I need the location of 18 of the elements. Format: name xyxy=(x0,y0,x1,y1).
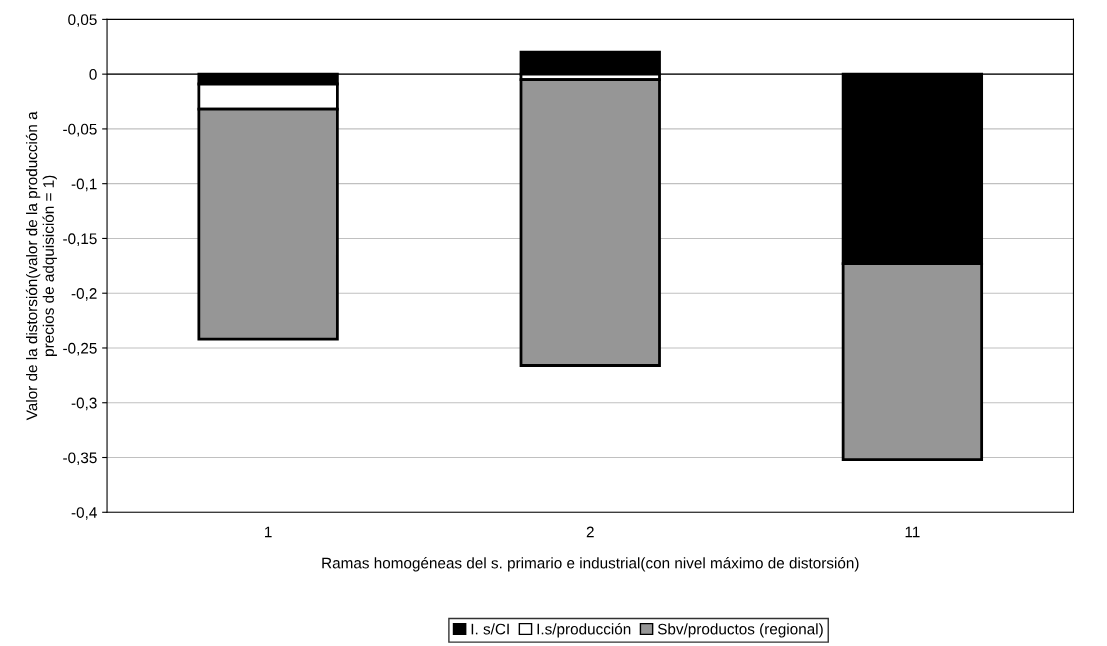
x-tick-label: 11 xyxy=(905,526,920,538)
x-axis-title: Ramas homogéneas del s. primario e industrial(con nivel máximo de distorsión) xyxy=(322,557,859,572)
y-tick-label: -0,3 xyxy=(71,397,97,411)
y-tick-label: -0,05 xyxy=(63,123,97,137)
y-tick-label: -0,2 xyxy=(71,288,97,301)
y-tick-label: -0,35 xyxy=(63,452,97,465)
y-tick-label: -0,25 xyxy=(63,342,97,356)
y-tick-label: 0 xyxy=(89,69,97,80)
x-tick-label: 1 xyxy=(265,526,272,538)
y-tick-label: 0,05 xyxy=(68,14,97,27)
y-tick-label: -0,4 xyxy=(71,507,97,520)
legend-label: Sbv/productos (regional) xyxy=(657,623,823,638)
y-axis-title: Valor de la distorsión(valor de la producción a precios de adquisición = 1) xyxy=(25,111,57,421)
y-tick-label: -0,1 xyxy=(71,178,97,192)
x-tick-label: 2 xyxy=(586,526,594,538)
legend-label: I. s/CI xyxy=(471,623,509,635)
y-tick-label: -0,15 xyxy=(63,233,97,246)
legend-label: I.s/producción xyxy=(537,623,631,638)
